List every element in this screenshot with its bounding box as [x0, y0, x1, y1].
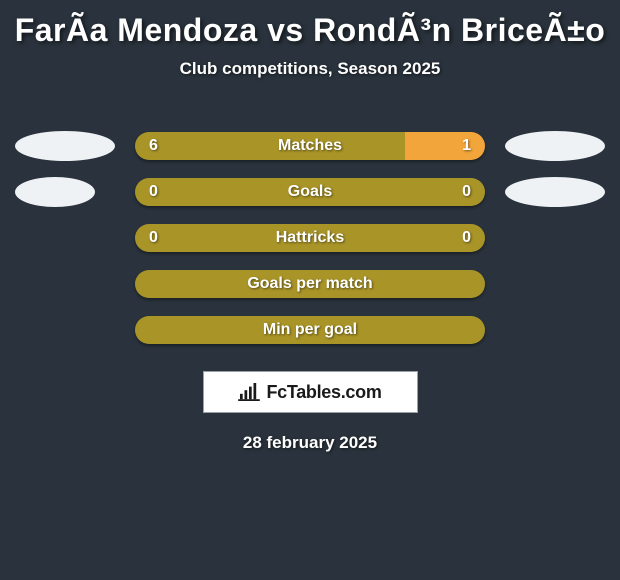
date-text: 28 february 2025 [0, 433, 620, 453]
stat-bar: Min per goal [135, 316, 485, 344]
stat-bar: 00Goals [135, 178, 485, 206]
right-oval-slot [485, 177, 613, 207]
left-value: 6 [149, 132, 158, 160]
logo-text: FcTables.com [266, 382, 381, 403]
player-oval-right [505, 131, 605, 161]
right-value: 1 [462, 132, 471, 160]
left-oval-slot [7, 177, 135, 207]
stat-bar: Goals per match [135, 270, 485, 298]
comparison-rows: 61Matches00Goals00HattricksGoals per mat… [0, 123, 620, 353]
bar-left-fill [135, 132, 405, 160]
stat-bar: 00Hattricks [135, 224, 485, 252]
logo-box: FcTables.com [203, 371, 418, 413]
bar-right-fill [405, 132, 486, 160]
infographic-root: FarÃ­a Mendoza vs RondÃ³n BriceÃ±o Club … [0, 0, 620, 453]
bar-left-fill [135, 316, 485, 344]
stat-row: 00Goals [0, 169, 620, 215]
stat-row: 61Matches [0, 123, 620, 169]
player-oval-right [505, 177, 605, 207]
stat-bar: 61Matches [135, 132, 485, 160]
stat-row: Goals per match [0, 261, 620, 307]
stat-row: Min per goal [0, 307, 620, 353]
right-value: 0 [462, 178, 471, 206]
right-oval-slot [485, 131, 613, 161]
stat-row: 00Hattricks [0, 215, 620, 261]
page-title: FarÃ­a Mendoza vs RondÃ³n BriceÃ±o [0, 6, 620, 59]
page-subtitle: Club competitions, Season 2025 [0, 59, 620, 79]
left-value: 0 [149, 178, 158, 206]
bar-chart-icon [238, 383, 260, 401]
player-oval-left [15, 131, 115, 161]
left-oval-slot [7, 131, 135, 161]
left-value: 0 [149, 224, 158, 252]
bar-left-fill [135, 270, 485, 298]
bar-left-fill [135, 224, 485, 252]
bar-left-fill [135, 178, 485, 206]
right-value: 0 [462, 224, 471, 252]
player-oval-left [15, 177, 95, 207]
